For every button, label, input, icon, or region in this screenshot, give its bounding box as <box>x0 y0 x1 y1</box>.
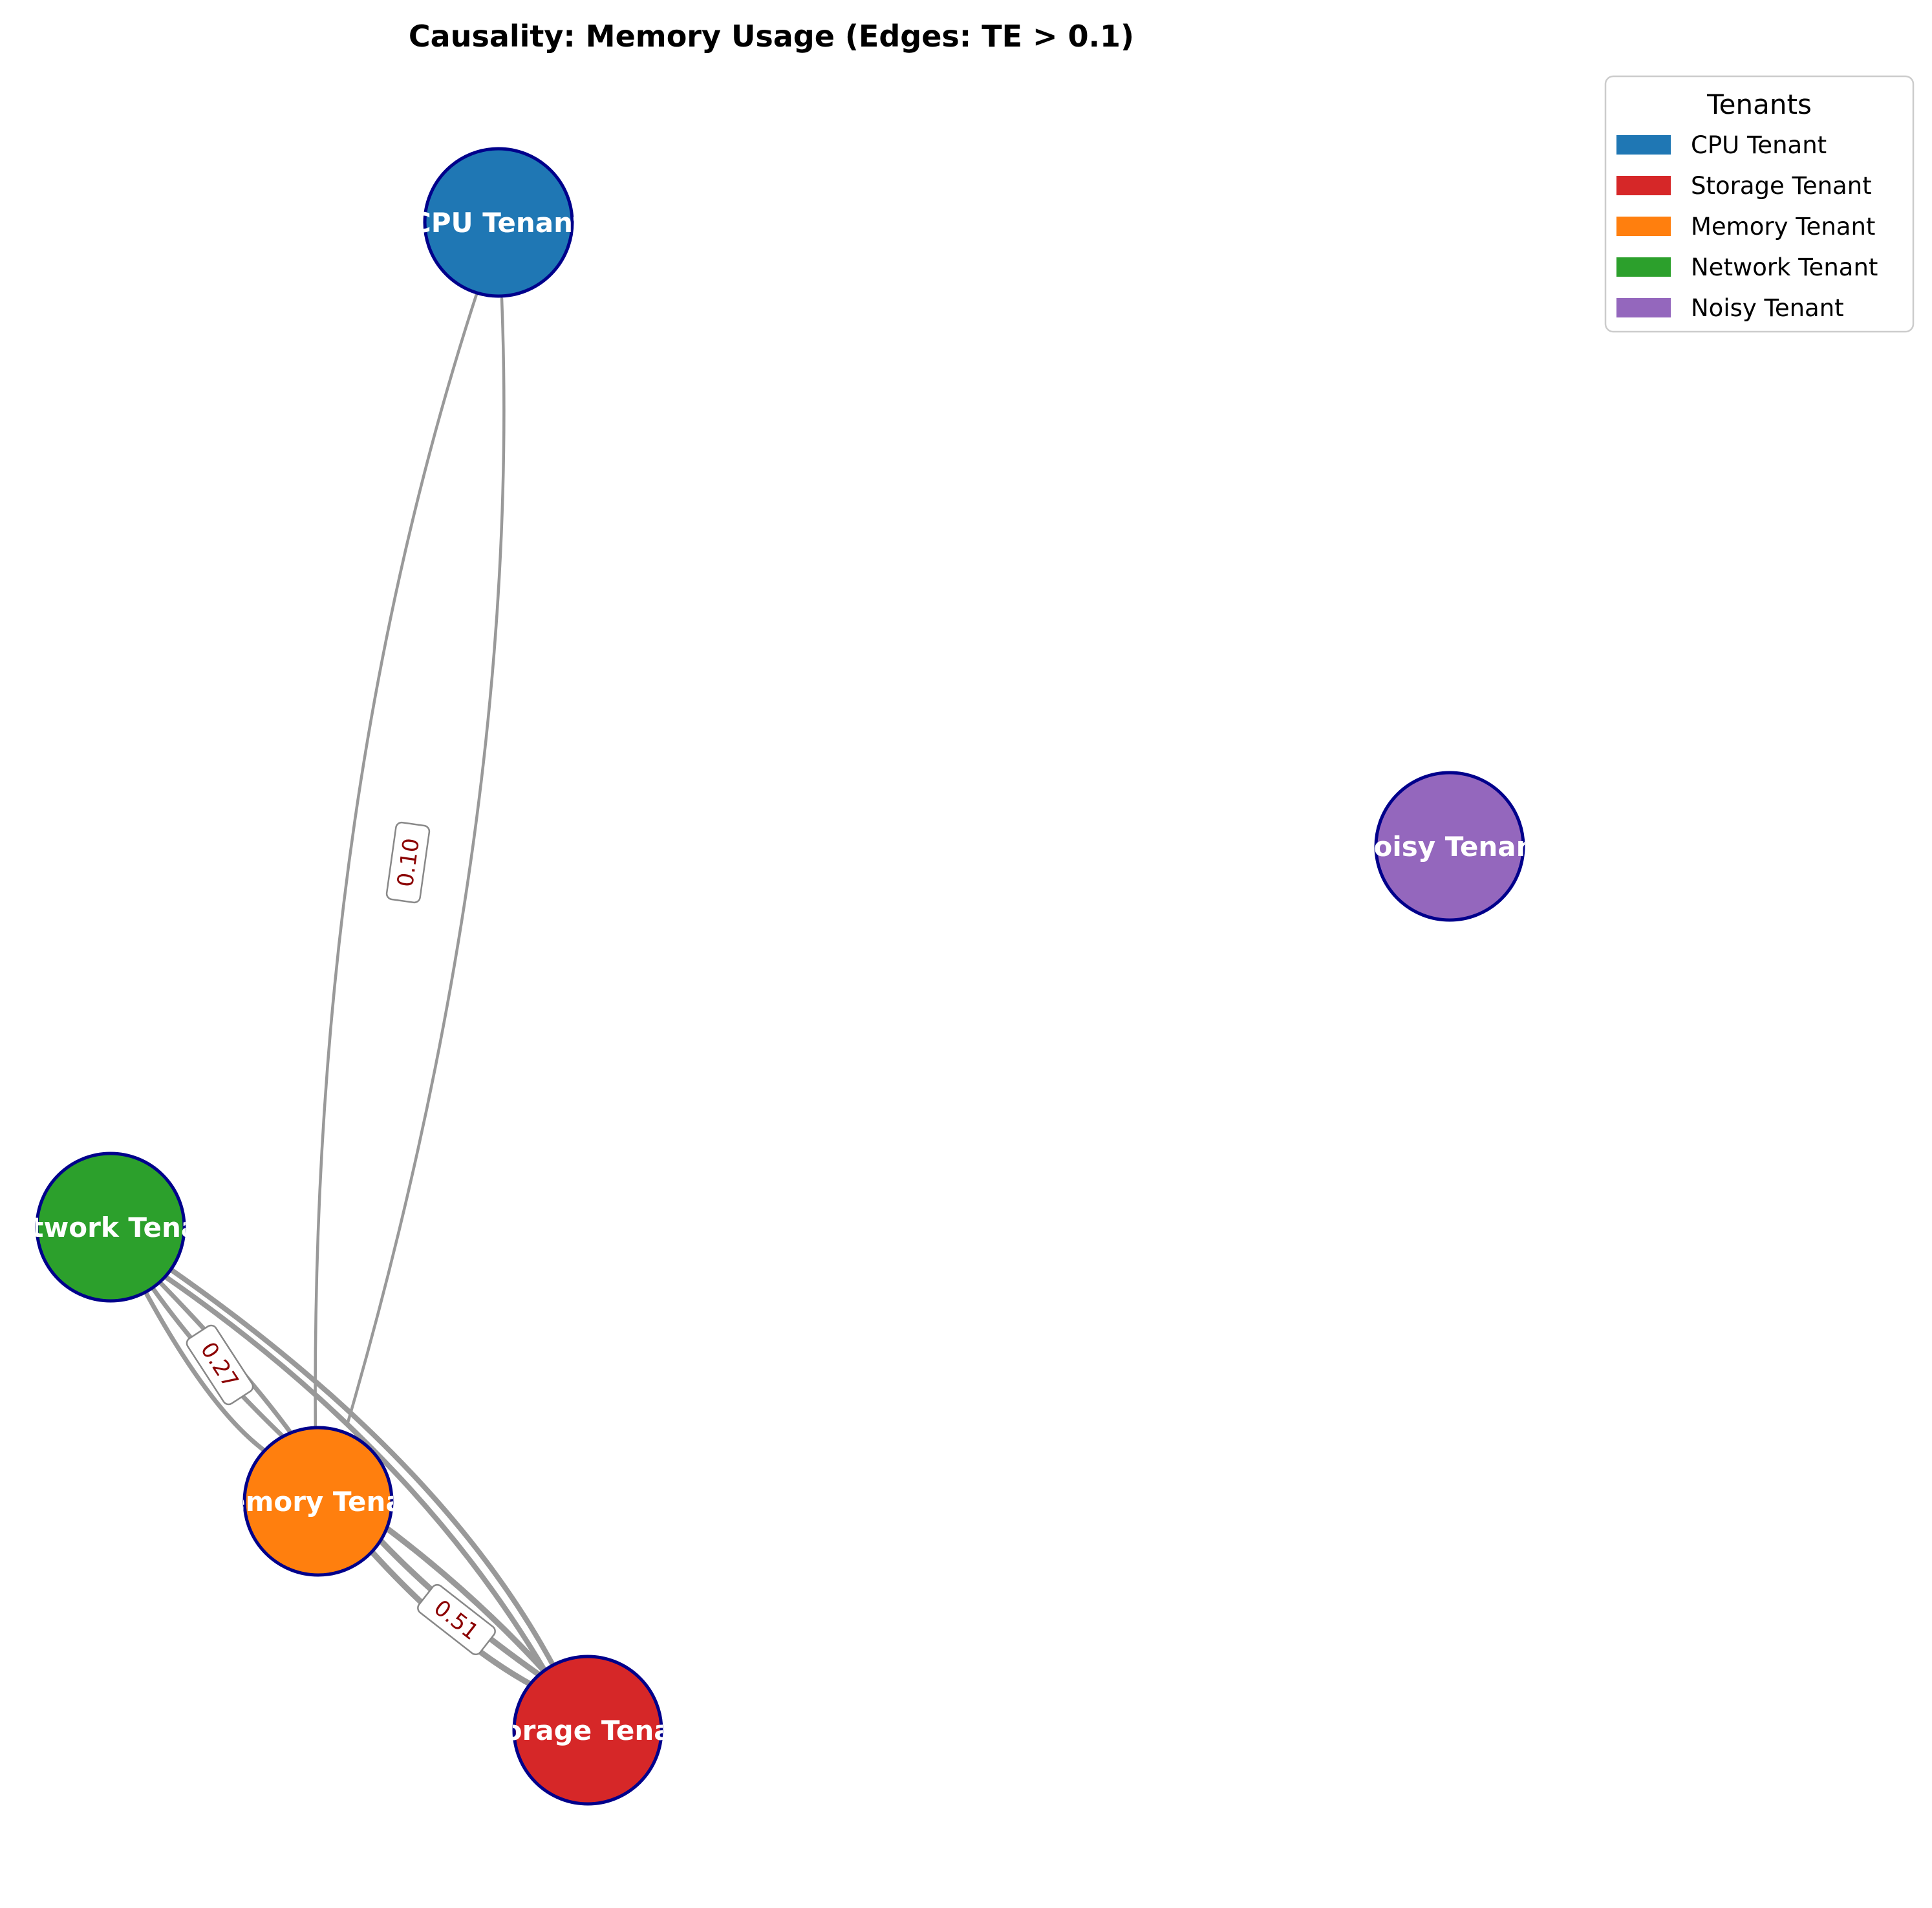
edge-network-storage-b <box>167 1266 560 1676</box>
node-circle-storage <box>512 1655 663 1806</box>
legend-item: Storage Tenant <box>1616 172 1872 200</box>
node-circle-noisy <box>1374 771 1525 922</box>
legend-label: CPU Tenant <box>1691 131 1827 159</box>
legend-swatch <box>1616 176 1671 195</box>
node-circle-memory <box>242 1426 394 1577</box>
legend-swatch <box>1616 298 1671 317</box>
nodes-layer: CPU Tenant Noisy Tenant Network Tenant Memo… <box>0 147 1548 1806</box>
node-cpu: CPU Tenant <box>411 147 586 298</box>
legend-swatch <box>1616 257 1671 277</box>
legend-swatch <box>1616 135 1671 155</box>
node-label-noisy: Noisy Tenant <box>1351 831 1548 863</box>
edge-memory-storage-c <box>382 1524 557 1684</box>
legend-label: Memory Tenant <box>1691 213 1875 241</box>
node-label-cpu: CPU Tenant <box>411 207 586 239</box>
edge-label-cpu-memory: 0.10 <box>385 821 431 904</box>
legend-label: Network Tenant <box>1691 253 1878 281</box>
edge-label-memory-storage: 0.51 <box>417 1583 496 1656</box>
edge-memory-cpu <box>346 297 506 1424</box>
node-circle-cpu <box>423 147 574 298</box>
node-circle-network <box>35 1152 186 1303</box>
legend-swatch <box>1616 217 1671 236</box>
legend-item: Memory Tenant <box>1616 213 1875 241</box>
legend-item: CPU Tenant <box>1616 131 1827 159</box>
legend-label: Storage Tenant <box>1691 172 1872 200</box>
edge-cpu-memory <box>314 290 479 1437</box>
node-storage: Storage Tenant <box>471 1655 704 1806</box>
node-network: Network Tenant <box>0 1152 231 1303</box>
legend-label: Noisy Tenant <box>1691 294 1844 322</box>
legend-item: Noisy Tenant <box>1616 294 1844 322</box>
edge-network-memory-a <box>144 1291 273 1457</box>
node-label-memory: Memory Tenant <box>200 1486 436 1517</box>
node-noisy: Noisy Tenant <box>1351 771 1548 922</box>
legend: Tenants CPU Tenant Storage Tenant Memory T… <box>1604 75 1915 333</box>
edge-network-storage-a <box>160 1272 548 1675</box>
legend-title: Tenants <box>1706 89 1812 120</box>
node-label-storage: Storage Tenant <box>471 1715 704 1746</box>
legend-item: Network Tenant <box>1616 253 1878 281</box>
node-label-network: Network Tenant <box>0 1212 231 1243</box>
chart-title: Causality: Memory Usage (Edges: TE > 0.1… <box>409 19 1134 54</box>
node-memory: Memory Tenant <box>200 1426 436 1577</box>
